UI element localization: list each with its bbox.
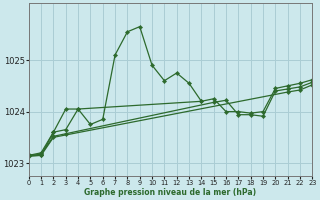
X-axis label: Graphe pression niveau de la mer (hPa): Graphe pression niveau de la mer (hPa) [84,188,257,197]
